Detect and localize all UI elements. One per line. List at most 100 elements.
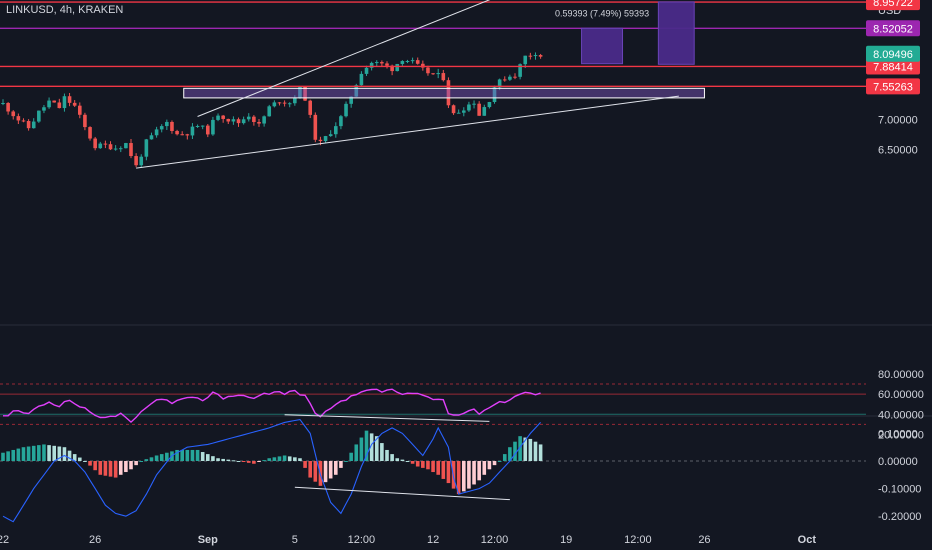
candle [446, 80, 451, 106]
macd-histogram-bar [272, 457, 277, 461]
macd-histogram-bar [533, 441, 538, 461]
candle [277, 102, 282, 104]
time-axis-tick: 12:00 [348, 534, 376, 546]
macd-histogram-bar [467, 461, 471, 489]
candle [472, 103, 476, 105]
macd-histogram-bar [52, 445, 56, 461]
macd-histogram-bar [26, 446, 31, 461]
macd-histogram-bar [206, 454, 210, 461]
candle [88, 127, 92, 139]
measure-label: 0.59393 (7.49%) 59393 [555, 8, 649, 18]
macd-histogram-bar [216, 458, 220, 461]
macd-histogram-bar [6, 451, 10, 461]
candle [344, 103, 348, 117]
macd-histogram-bar [472, 461, 476, 485]
candle [246, 116, 251, 120]
macd-histogram-bar [323, 461, 328, 483]
candle [195, 125, 200, 127]
macd-histogram-bar [528, 438, 533, 461]
macd-histogram-bar [364, 430, 369, 461]
candle [410, 60, 415, 62]
time-axis-tick: 26 [89, 534, 101, 546]
candle [216, 115, 220, 120]
macd-histogram-bar [42, 444, 46, 461]
candle [282, 102, 287, 104]
candle [241, 119, 246, 124]
candle [380, 62, 384, 64]
macd-histogram-bar [293, 457, 297, 461]
macd-histogram-bar [267, 458, 272, 461]
candle [124, 143, 128, 149]
macd-histogram-bar [477, 461, 481, 481]
candle [533, 55, 538, 57]
macd-histogram-bar [57, 446, 62, 461]
trendline [197, 0, 491, 117]
candle [134, 156, 138, 166]
candle [78, 105, 82, 115]
candle [190, 126, 195, 136]
candle [26, 120, 31, 129]
macd-histogram-bar [144, 459, 149, 461]
macd-histogram-bar [523, 437, 528, 461]
candle [441, 73, 446, 81]
candle [159, 126, 164, 130]
candle [1, 103, 5, 105]
candle [52, 100, 56, 103]
time-axis-tick: 19 [560, 534, 572, 546]
macd-histogram-bar [159, 454, 164, 461]
macd-histogram-bar [98, 461, 103, 475]
candle [267, 106, 272, 117]
price-level-tag-text: 7.55263 [873, 81, 913, 93]
rsi-divergence-line [284, 414, 490, 422]
macd-histogram-bar [462, 461, 466, 492]
time-axis-tick: 5 [292, 534, 298, 546]
candle [436, 73, 440, 75]
macd-line [2, 419, 542, 523]
macd-histogram-bar [62, 447, 67, 461]
macd-divergence-line [294, 486, 510, 501]
macd-histogram-bar [298, 458, 302, 461]
macd-histogram-bar [492, 461, 497, 466]
macd-histogram-bar [354, 444, 359, 461]
chart-title: LINKUSD, 4h, KRAKEN [6, 4, 124, 16]
candle [334, 126, 338, 135]
rsi-axis-tick: 20.00000 [878, 429, 924, 441]
macd-histogram-bar [113, 461, 118, 478]
macd-histogram-bar [67, 450, 72, 461]
macd-axis-tick: 0.00000 [878, 456, 918, 468]
macd-histogram-bar [431, 461, 435, 473]
macd-histogram-bar [190, 449, 195, 461]
measure-box [657, 1, 695, 65]
macd-histogram-bar [195, 449, 200, 461]
candle [359, 73, 364, 86]
candle [165, 121, 169, 127]
macd-histogram-bar [37, 445, 41, 461]
macd-histogram-bar [395, 458, 400, 461]
candle [415, 60, 420, 64]
macd-histogram-bar [308, 461, 312, 478]
time-axis-tick: 12:00 [481, 534, 509, 546]
macd-histogram-bar [262, 460, 266, 462]
candle [287, 103, 292, 105]
last-price-tag [866, 45, 920, 62]
macd-histogram-bar [83, 461, 87, 462]
price-level-tag-text: 7.88414 [873, 61, 913, 73]
candle [200, 125, 205, 127]
candle [431, 73, 435, 75]
macd-histogram-bar [502, 454, 507, 461]
candle [374, 62, 379, 64]
candle [257, 122, 261, 124]
candle [487, 101, 492, 108]
candle [492, 87, 497, 102]
macd-histogram-bar [421, 461, 425, 468]
candle [303, 87, 307, 101]
rsi-axis-tick: 40.00000 [878, 409, 924, 421]
macd-histogram-bar [487, 461, 492, 470]
macd-axis-tick: 0.10000 [878, 428, 918, 440]
candle [497, 79, 502, 88]
candle [31, 121, 36, 129]
candle [62, 96, 67, 109]
macd-histogram-bar [303, 461, 307, 468]
macd-histogram-bar [456, 461, 461, 495]
